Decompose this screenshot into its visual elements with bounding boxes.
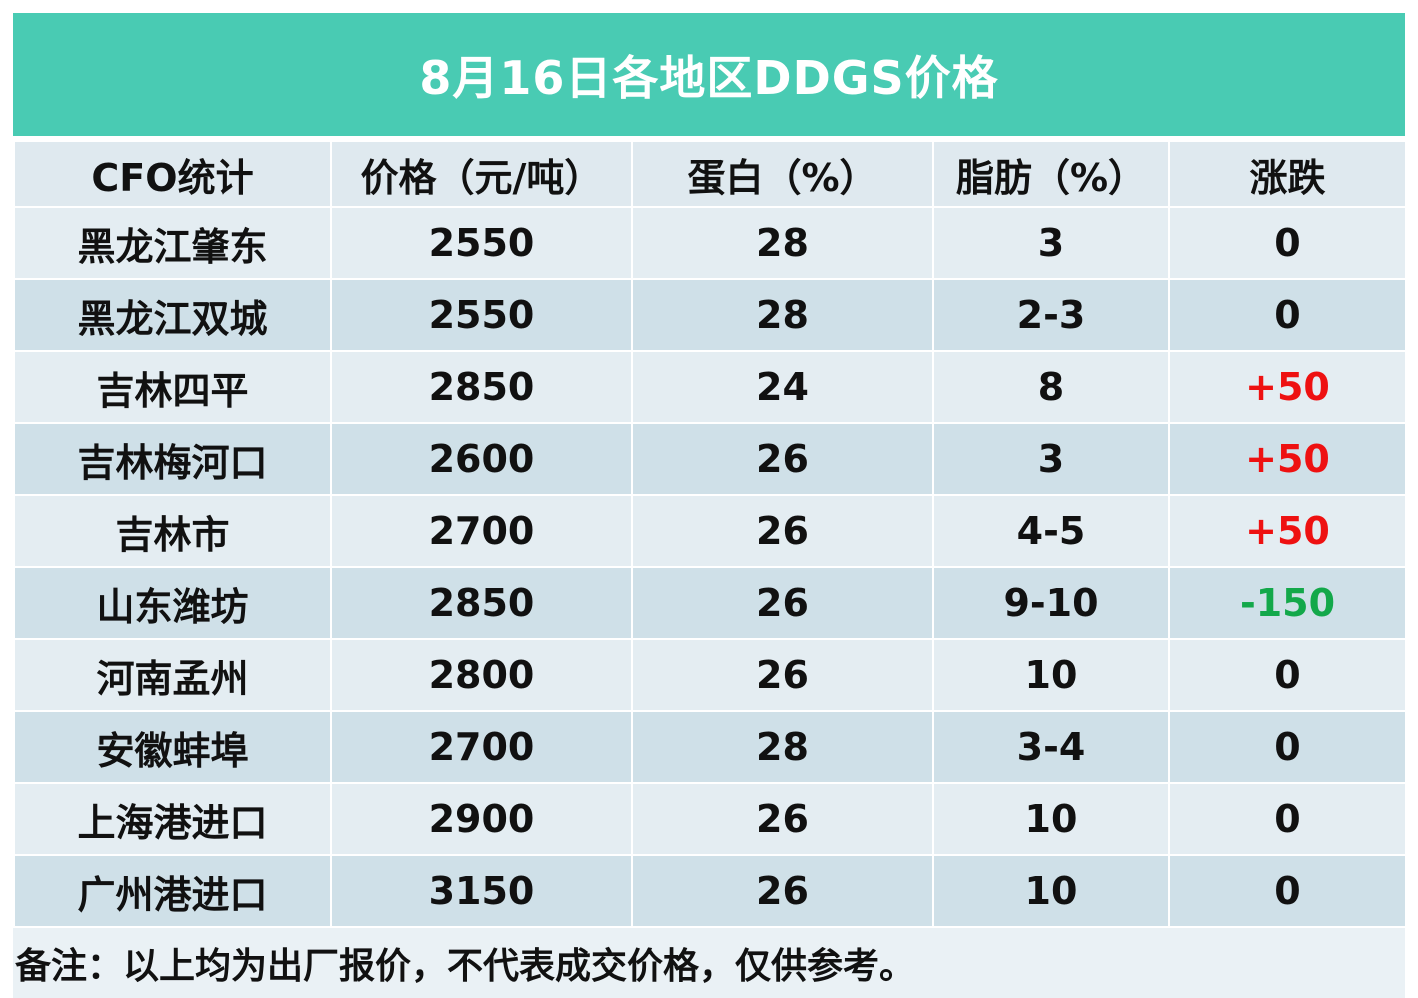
cell-protein: 26 xyxy=(631,782,934,856)
cell-protein: 26 xyxy=(631,854,934,928)
cell-change: +50 xyxy=(1168,422,1407,496)
table-body: 黑龙江肇东 2550 28 3 0 黑龙江双城 2550 28 2-3 0 吉林四平 2850 24 8 +… xyxy=(13,206,1407,928)
cell-fat: 2-3 xyxy=(932,278,1170,352)
cell-region: 吉林梅河口 xyxy=(13,422,332,496)
cell-protein: 24 xyxy=(631,350,934,424)
cell-change: +50 xyxy=(1168,350,1407,424)
cell-fat: 10 xyxy=(932,782,1170,856)
table-row: 吉林梅河口 2600 26 3 +50 xyxy=(13,422,1407,496)
cell-region: 吉林市 xyxy=(13,494,332,568)
cell-change: 0 xyxy=(1168,638,1407,712)
header-protein: 蛋白（%） xyxy=(631,140,934,208)
header-change: 涨跌 xyxy=(1168,140,1407,208)
cell-fat: 4-5 xyxy=(932,494,1170,568)
cell-region: 上海港进口 xyxy=(13,782,332,856)
cell-region: 黑龙江双城 xyxy=(13,278,332,352)
footnote: 备注：以上均为出厂报价，不代表成交价格，仅供参考。 xyxy=(13,928,1405,998)
cell-price: 2550 xyxy=(330,278,633,352)
cell-price: 2850 xyxy=(330,350,633,424)
table-header-row: CFO统计 价格（元/吨） 蛋白（%） 脂肪（%） 涨跌 xyxy=(13,140,1407,208)
cell-price: 2700 xyxy=(330,710,633,784)
cell-fat: 3-4 xyxy=(932,710,1170,784)
cell-fat: 8 xyxy=(932,350,1170,424)
cell-fat: 9-10 xyxy=(932,566,1170,640)
cell-change: 0 xyxy=(1168,710,1407,784)
cell-fat: 3 xyxy=(932,206,1170,280)
table-row: 黑龙江双城 2550 28 2-3 0 xyxy=(13,278,1407,352)
cell-protein: 28 xyxy=(631,278,934,352)
cell-change: 0 xyxy=(1168,854,1407,928)
header-fat: 脂肪（%） xyxy=(932,140,1170,208)
page-title: 8月16日各地区DDGS价格 xyxy=(13,13,1405,136)
cell-price: 2900 xyxy=(330,782,633,856)
cell-price: 2600 xyxy=(330,422,633,496)
table-row: 河南孟州 2800 26 10 0 xyxy=(13,638,1407,712)
table-row: 安徽蚌埠 2700 28 3-4 0 xyxy=(13,710,1407,784)
cell-region: 黑龙江肇东 xyxy=(13,206,332,280)
cell-price: 3150 xyxy=(330,854,633,928)
cell-protein: 26 xyxy=(631,494,934,568)
cell-protein: 26 xyxy=(631,638,934,712)
cell-price: 2550 xyxy=(330,206,633,280)
cell-fat: 10 xyxy=(932,854,1170,928)
table-row: 吉林市 2700 26 4-5 +50 xyxy=(13,494,1407,568)
cell-fat: 3 xyxy=(932,422,1170,496)
table-row: 上海港进口 2900 26 10 0 xyxy=(13,782,1407,856)
table-row: 山东潍坊 2850 26 9-10 -150 xyxy=(13,566,1407,640)
cell-fat: 10 xyxy=(932,638,1170,712)
cell-change: +50 xyxy=(1168,494,1407,568)
cell-change: -150 xyxy=(1168,566,1407,640)
cell-region: 安徽蚌埠 xyxy=(13,710,332,784)
cell-protein: 28 xyxy=(631,710,934,784)
cell-protein: 28 xyxy=(631,206,934,280)
table-row: 广州港进口 3150 26 10 0 xyxy=(13,854,1407,928)
cell-change: 0 xyxy=(1168,782,1407,856)
cell-protein: 26 xyxy=(631,422,934,496)
header-price: 价格（元/吨） xyxy=(330,140,633,208)
cell-region: 吉林四平 xyxy=(13,350,332,424)
price-sheet: 8月16日各地区DDGS价格 CFO统计 价格（元/吨） 蛋白（%） 脂肪（%）… xyxy=(13,13,1407,998)
cell-region: 广州港进口 xyxy=(13,854,332,928)
cell-region: 山东潍坊 xyxy=(13,566,332,640)
cell-protein: 26 xyxy=(631,566,934,640)
cell-region: 河南孟州 xyxy=(13,638,332,712)
header-region: CFO统计 xyxy=(13,140,332,208)
cell-change: 0 xyxy=(1168,206,1407,280)
table-row: 黑龙江肇东 2550 28 3 0 xyxy=(13,206,1407,280)
cell-price: 2700 xyxy=(330,494,633,568)
price-table: CFO统计 价格（元/吨） 蛋白（%） 脂肪（%） 涨跌 黑龙江肇东 2550 28… xyxy=(13,140,1407,928)
cell-price: 2800 xyxy=(330,638,633,712)
cell-change: 0 xyxy=(1168,278,1407,352)
table-row: 吉林四平 2850 24 8 +50 xyxy=(13,350,1407,424)
cell-price: 2850 xyxy=(330,566,633,640)
